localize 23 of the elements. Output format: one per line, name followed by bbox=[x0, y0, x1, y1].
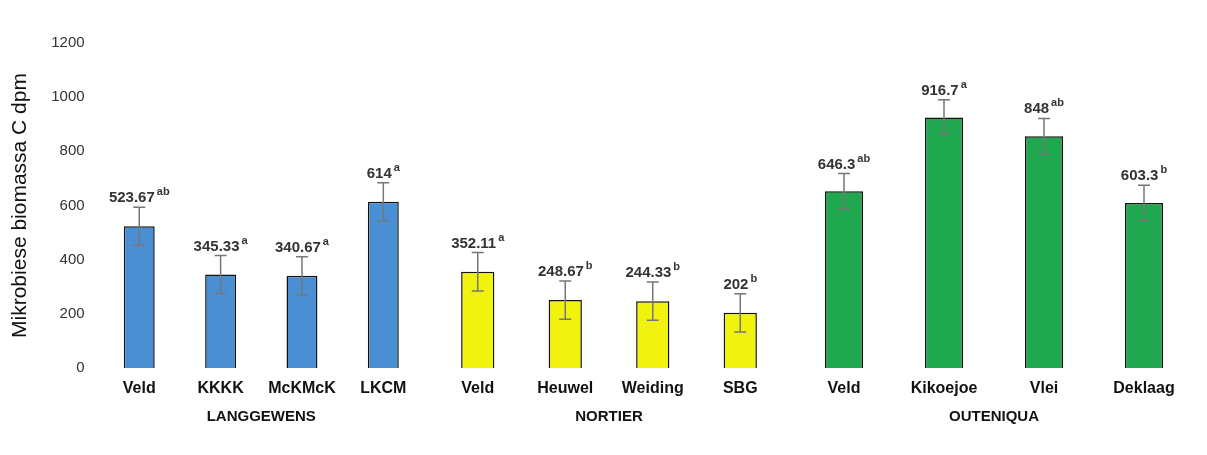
x-tick-label: SBG bbox=[722, 379, 758, 397]
x-axis-title: OUTENIQUA bbox=[949, 407, 1040, 425]
x-tick-label: Veld bbox=[122, 379, 156, 397]
x-tick-label: KKKK bbox=[197, 379, 245, 397]
y-tick-label: 400 bbox=[59, 249, 85, 267]
y-tick-label: 1000 bbox=[51, 87, 85, 105]
x-tick-label: Weiding bbox=[621, 379, 684, 397]
y-tick-label: 800 bbox=[59, 141, 85, 159]
x-tick-label: Veld bbox=[827, 379, 861, 397]
y-tick-label: 1200 bbox=[51, 33, 85, 51]
x-tick-label: LKCM bbox=[360, 379, 407, 397]
x-tick-label: McKMcK bbox=[268, 379, 337, 397]
y-axis-title: Mikrobiese biomassa C dpm bbox=[7, 73, 31, 338]
x-tick-label: Deklaag bbox=[1113, 379, 1175, 397]
x-axis-title: LANGGEWENS bbox=[206, 407, 316, 425]
y-tick-label: 600 bbox=[59, 195, 85, 213]
x-tick-label: Kikoejoe bbox=[910, 379, 978, 397]
y-tick-label: 0 bbox=[76, 358, 85, 376]
x-tick-label: Heuwel bbox=[537, 379, 594, 397]
x-tick-label: Veld bbox=[461, 379, 495, 397]
y-tick-label: 200 bbox=[59, 303, 85, 321]
x-tick-label: Vlei bbox=[1029, 379, 1059, 397]
x-axis-title: NORTIER bbox=[575, 407, 643, 425]
